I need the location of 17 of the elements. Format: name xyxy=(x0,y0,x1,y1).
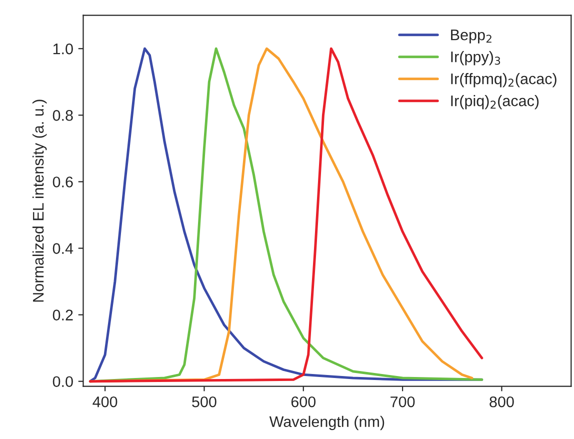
y-tick-label: 0.8 xyxy=(52,110,73,121)
x-axis-title: Wavelength (nm) xyxy=(269,416,384,430)
legend-label: Ir(ffpmq)$_{2}$(acac) xyxy=(451,73,556,88)
legend-label: Ir(ppy)$_{3}$ xyxy=(451,51,500,66)
y-tick-label: 0.6 xyxy=(52,176,73,188)
y-tick-label: 0.0 xyxy=(52,376,73,388)
x-tick-label: 600 xyxy=(291,396,316,408)
x-tick-label: 500 xyxy=(192,396,216,408)
x-tick-label: 400 xyxy=(92,396,118,408)
x-tick-label: 800 xyxy=(490,396,514,408)
legend-label: Ir(piq)$_{2}$(acac) xyxy=(451,95,539,110)
x-tick-label: 700 xyxy=(390,396,415,408)
y-tick-label: 0.4 xyxy=(52,243,74,254)
y-tick-label: 0.2 xyxy=(52,310,73,320)
y-axis-title: Normalized EL intensity (a. u.) xyxy=(32,100,47,302)
y-tick-label: 1.0 xyxy=(53,44,73,54)
legend-label: Bepp$_{2}$ xyxy=(451,30,492,44)
